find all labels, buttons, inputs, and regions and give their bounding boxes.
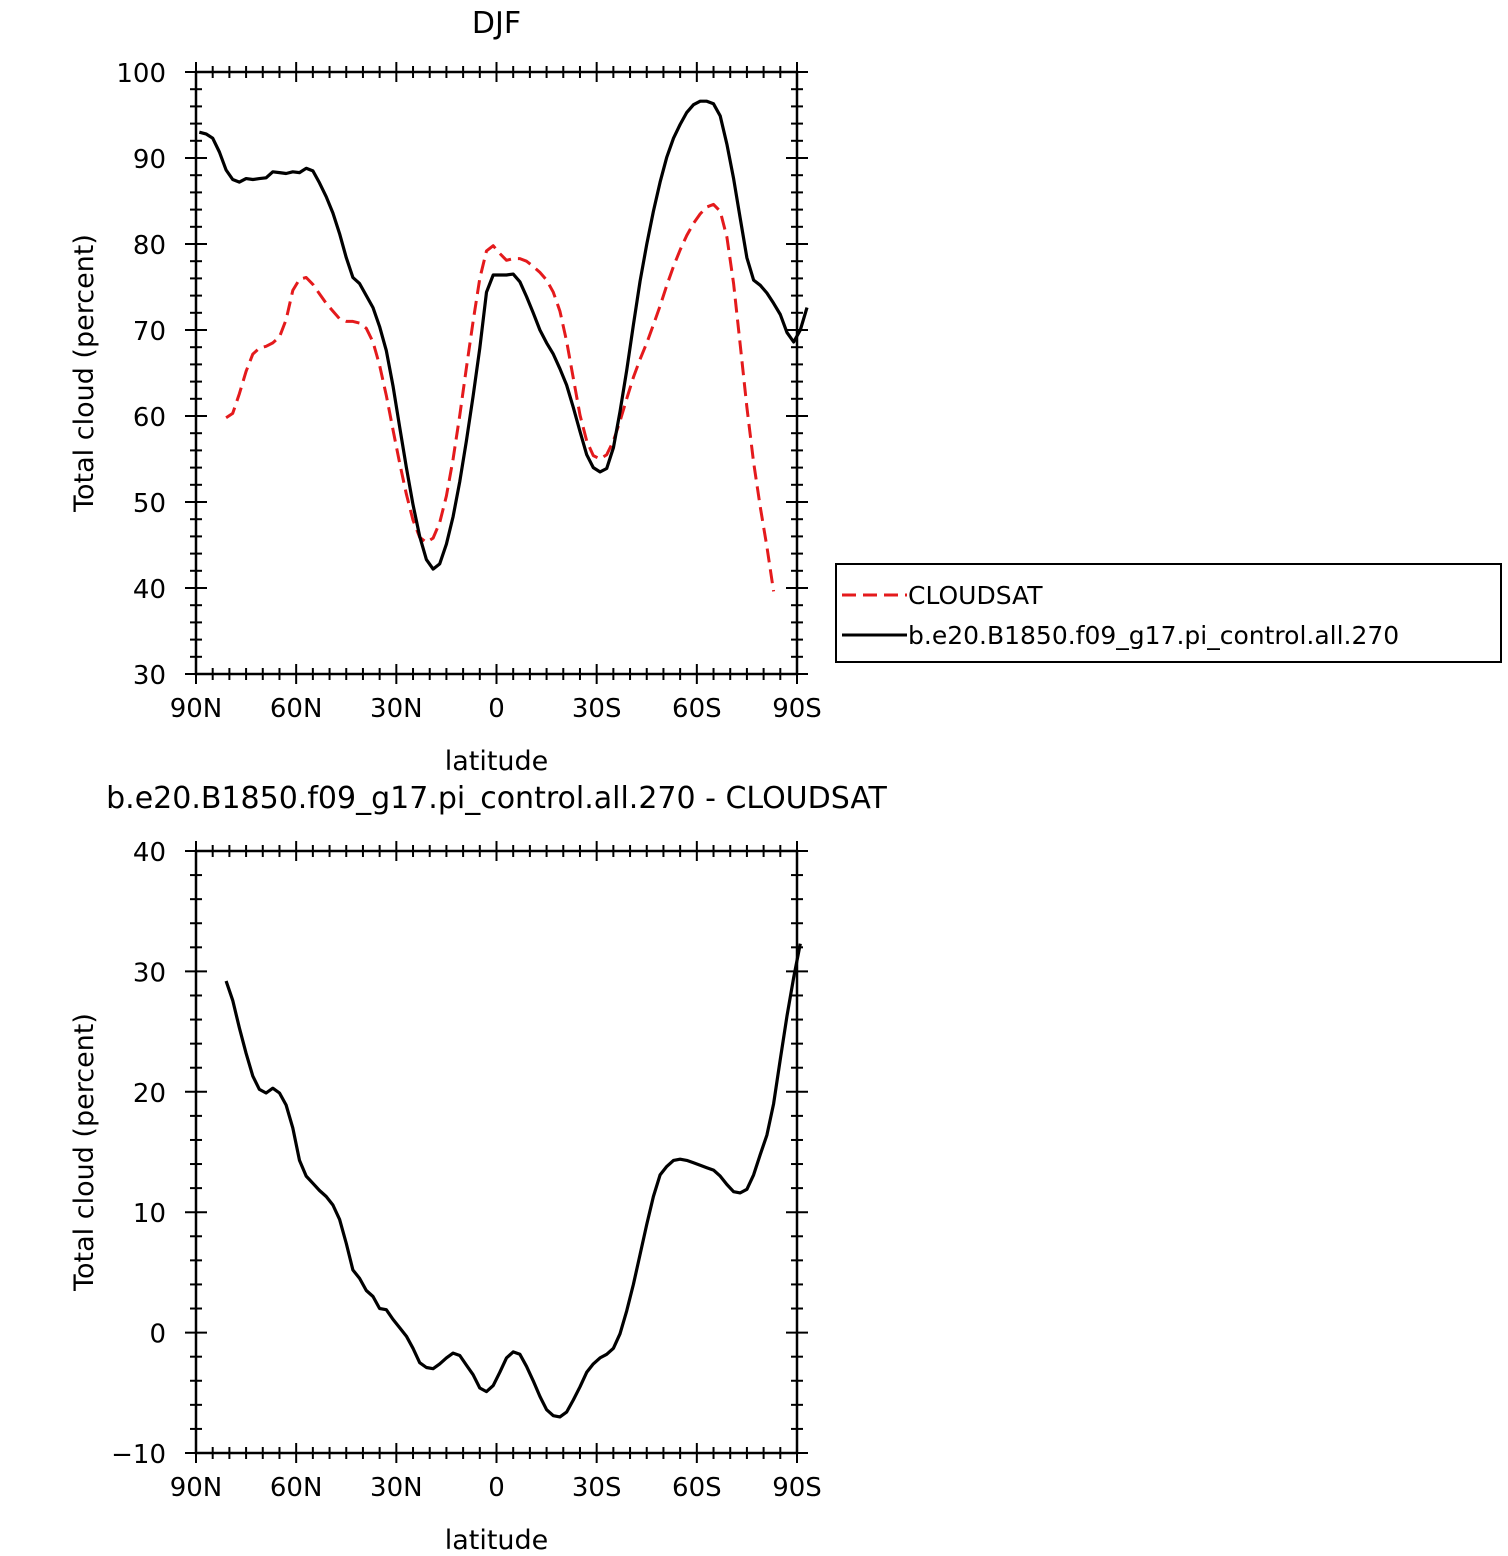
y-tick-label: 50 [133,489,166,519]
y-axis-title: Total cloud (percent) [69,234,100,513]
x-tick-label: 30S [572,694,622,724]
x-tick-label: 90S [772,694,822,724]
y-tick-label: 40 [133,838,166,868]
x-tick-label: 60S [672,694,722,724]
legend-box [835,563,1502,663]
x-tick-label: 30S [572,1473,622,1503]
x-tick-label: 60S [672,1473,722,1503]
x-tick-label: 60N [270,1473,323,1503]
x-axis-title: latitude [445,746,549,777]
y-tick-label: 20 [133,1079,166,1109]
y-tick-label: 60 [133,403,166,433]
x-tick-label: 30N [370,1473,423,1503]
plot-frame [194,70,799,676]
series-line-cloudsat [225,202,776,592]
top-chart-djf: DJF 90N 60N 30N 0 30S 60S 90S 30 40 50 60 70 80 90 100 l… [69,6,1502,777]
bottom-chart-difference: b.e20.B1850.f09_g17.pi_control.all.270 -… [69,781,888,1556]
y-tick-label: 0 [149,1320,166,1350]
chart-title: b.e20.B1850.f09_g17.pi_control.all.270 -… [106,781,887,816]
x-tick-label: 0 [488,1473,505,1503]
y-tick-label: −10 [111,1440,166,1470]
y-tick-label: 70 [133,317,166,347]
series-line-b-e20-b1850-f09-g17-pi-control-all-270 [198,99,809,571]
plot-frame [194,849,799,1455]
x-tick-label: 30N [370,694,423,724]
y-tick-label: 40 [133,575,166,605]
x-tick-label: 90S [772,1473,822,1503]
y-axis-title: Total cloud (percent) [69,1013,100,1292]
series-line-difference [224,943,802,1419]
x-tick-label: 90N [170,694,223,724]
x-tick-label: 90N [170,1473,223,1503]
y-tick-label: 80 [133,231,166,261]
y-tick-label: 10 [133,1199,166,1229]
x-axis-title: latitude [445,1525,549,1556]
legend-label: b.e20.B1850.f09_g17.pi_control.all.270 [908,621,1399,650]
y-tick-label: 90 [133,145,166,175]
y-tick-label: 100 [116,59,166,89]
legend-label: CLOUDSAT [908,581,1043,610]
x-tick-label: 0 [488,694,505,724]
x-tick-label: 60N [270,694,323,724]
chart-legend: CLOUDSAT b.e20.B1850.f09_g17.pi_control.a… [835,563,1502,663]
chart-title: DJF [472,6,521,41]
y-tick-label: 30 [133,661,166,691]
y-tick-label: 30 [133,958,166,988]
